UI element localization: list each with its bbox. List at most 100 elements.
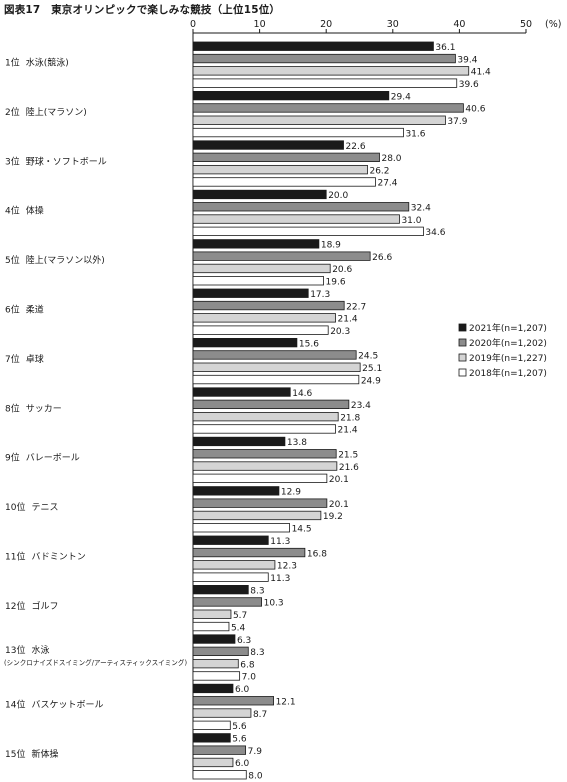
- bar: [192, 621, 230, 632]
- category-label: 3位 野球・ソフトボール: [5, 155, 107, 167]
- data-label: 19.6: [326, 278, 346, 288]
- bar: [192, 399, 350, 410]
- bar: [192, 140, 344, 150]
- data-label: 17.3: [310, 290, 330, 300]
- x-tick-label: 20: [320, 19, 332, 30]
- legend: 2021年(n=1,207) 2020年(n=1,202) 2019年(n=1,22…: [458, 322, 547, 379]
- data-label: 5.7: [233, 611, 247, 621]
- data-label: 11.3: [270, 537, 290, 547]
- category-rank: 2位: [5, 106, 20, 118]
- legend-label: 2020年(n=1,202): [469, 337, 547, 349]
- x-tick-label: 50: [520, 19, 532, 30]
- data-label: 12.1: [276, 698, 296, 708]
- data-label: 31.6: [405, 129, 425, 139]
- category-name: 陸上(マラソン以外): [26, 254, 105, 266]
- data-label: 14.5: [292, 525, 312, 535]
- category-name: バドミントン: [31, 552, 85, 563]
- bar: [192, 103, 464, 113]
- data-label: 20.3: [330, 327, 350, 337]
- data-label: 36.1: [435, 43, 455, 53]
- bar: [192, 362, 361, 372]
- bars: 36.1 29.4 22.6 20.0 18.9 17.3 15.6 14.6 13.8 12.9…: [192, 41, 491, 782]
- category-rank: 3位: [5, 155, 20, 167]
- category-rank: 13位: [5, 644, 25, 656]
- data-label: 18.9: [321, 241, 341, 251]
- bar: [192, 251, 371, 261]
- bar: [192, 337, 298, 348]
- category-name: 卓球: [26, 353, 44, 365]
- category-rank: 12位: [5, 600, 25, 612]
- category-rank: 9位: [5, 452, 20, 464]
- legend-label: 2018年(n=1,207): [469, 367, 547, 379]
- bar: [192, 78, 458, 88]
- bar: [192, 671, 241, 681]
- x-tick-label: 10: [254, 19, 266, 30]
- data-label: 8.0: [248, 772, 263, 782]
- category-label: 8位 サッカー: [5, 402, 62, 414]
- category-label: 15位 新体操: [5, 748, 58, 760]
- data-label: 7.9: [248, 747, 263, 757]
- data-label: 5.6: [232, 722, 247, 732]
- bar: [192, 560, 276, 570]
- data-label: 12.9: [281, 488, 301, 498]
- bar: [192, 313, 336, 323]
- data-label: 32.4: [411, 204, 431, 214]
- data-label: 13.8: [287, 438, 307, 448]
- bar: [192, 189, 327, 200]
- bar: [192, 164, 368, 175]
- data-label: 22.7: [346, 302, 366, 312]
- data-label: 6.0: [235, 759, 250, 769]
- category-name: 水泳: [31, 644, 49, 656]
- bar: [192, 708, 252, 718]
- category-name: テニス: [31, 502, 58, 513]
- category-rank: 11位: [5, 551, 25, 563]
- bar: [192, 214, 400, 224]
- data-label: 20.0: [328, 191, 348, 201]
- data-label: 5.6: [232, 735, 247, 745]
- category-label: 13位 水泳: [5, 644, 49, 656]
- bar: [192, 387, 291, 397]
- category-name: バレーボール: [26, 453, 80, 464]
- category-rank: 4位: [5, 205, 20, 217]
- data-label: 41.4: [471, 68, 491, 78]
- data-label: 22.6: [346, 142, 366, 152]
- category-name: 体操: [26, 205, 44, 217]
- category-rank: 1位: [5, 57, 20, 69]
- category-label: 10位 テニス: [5, 501, 58, 513]
- category-rank: 14位: [5, 699, 25, 711]
- bar: [192, 53, 456, 64]
- category-label: 14位 バスケットボール: [5, 699, 103, 711]
- data-label: 25.1: [362, 364, 382, 374]
- bar: [192, 226, 424, 237]
- bar: [192, 177, 376, 187]
- data-label: 6.3: [237, 636, 251, 646]
- category-label: 7位 卓球: [5, 353, 44, 365]
- data-label: 20.1: [329, 475, 349, 485]
- bar: [192, 597, 262, 607]
- data-label: 31.0: [401, 216, 421, 226]
- bar: [192, 720, 231, 730]
- bar: [192, 374, 360, 385]
- bar: [192, 461, 338, 471]
- bar: [192, 91, 390, 101]
- data-label: 20.6: [332, 265, 352, 275]
- category-rank: 8位: [5, 402, 20, 414]
- bar: [192, 486, 280, 496]
- category-rank: 6位: [5, 304, 20, 316]
- legend-swatch: [458, 353, 467, 362]
- data-label: 7.0: [242, 673, 257, 683]
- data-label: 6.8: [240, 660, 255, 670]
- data-label: 27.4: [377, 179, 397, 189]
- category-rank: 15位: [5, 748, 25, 760]
- legend-swatch: [458, 338, 467, 347]
- bar: [192, 696, 274, 706]
- bar: [192, 572, 269, 582]
- bar: [192, 523, 290, 533]
- data-label: 28.0: [381, 154, 401, 164]
- category-label: 4位 体操: [5, 205, 44, 217]
- data-label: 6.0: [235, 685, 250, 695]
- category-label: 2位 陸上(マラソン): [5, 106, 87, 118]
- data-label: 21.4: [338, 426, 358, 436]
- unit-label: (%): [545, 19, 561, 30]
